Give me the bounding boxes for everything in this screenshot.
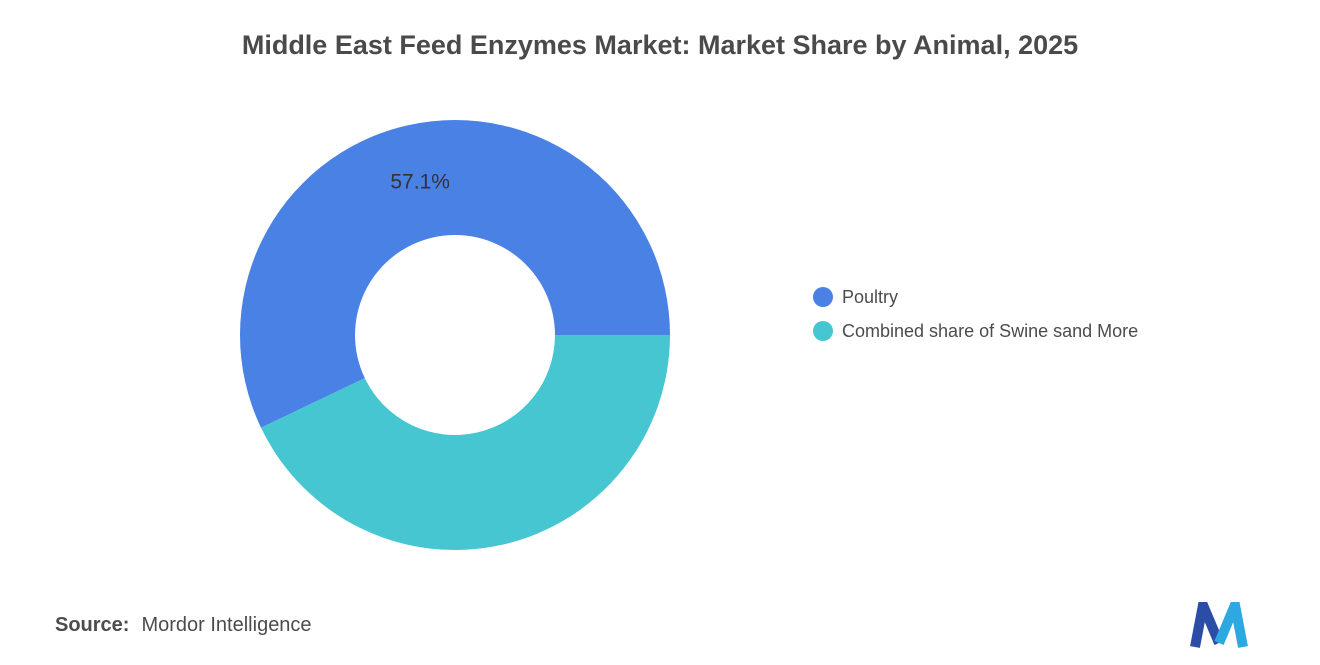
- slice-label: 57.1%: [390, 170, 450, 193]
- donut-svg: 57.1%: [239, 119, 670, 550]
- chart-title: Middle East Feed Enzymes Market: Market …: [241, 30, 1079, 60]
- logo-m-left-stroke: [1190, 602, 1224, 648]
- source-value: Mordor Intelligence: [141, 614, 312, 636]
- combined-share-legend-dot: [813, 321, 833, 341]
- legend: Poultry Combined share of Swine sand Mor…: [813, 285, 1138, 343]
- logo-m-right-stroke: [1214, 602, 1248, 648]
- source-label: Source:: [55, 614, 130, 636]
- donut-slice-0[interactable]: [239, 119, 670, 428]
- legend-item-poultry[interactable]: Poultry: [813, 285, 1138, 309]
- mordor-intelligence-logo: [1190, 602, 1248, 648]
- legend-item-combined-share[interactable]: Combined share of Swine sand More: [813, 319, 1138, 343]
- legend-item-label: Combined share of Swine sand More: [842, 320, 1139, 341]
- poultry-legend-dot: [813, 287, 833, 307]
- donut-slice-1[interactable]: [261, 335, 670, 550]
- legend-item-label: Poultry: [842, 286, 899, 307]
- source-line: Source: Mordor Intelligence: [55, 614, 312, 637]
- donut-chart: 57.1%: [238, 118, 672, 552]
